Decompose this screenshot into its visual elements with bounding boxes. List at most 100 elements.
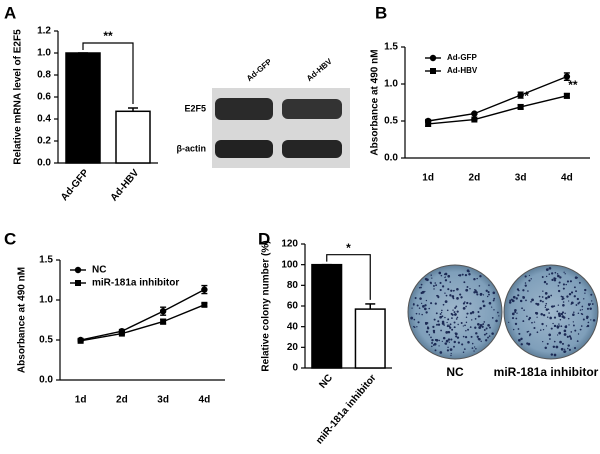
x-tick-label: 1d (75, 395, 87, 406)
colony-dot (475, 291, 478, 294)
colony-dot (485, 332, 488, 335)
colony-dot (512, 295, 516, 299)
colony-dot (428, 334, 430, 336)
x-tick-label: 2d (469, 173, 481, 184)
colony-dot (575, 304, 578, 306)
colony-dot (545, 308, 549, 311)
y-axis-label: Absorbance at 490 nM (370, 49, 381, 155)
colony-dot (553, 324, 557, 328)
colony-dot (582, 318, 585, 321)
y-tick-label: 0.6 (37, 92, 51, 103)
colony-dot (438, 345, 440, 347)
colony-dot (556, 326, 560, 329)
colony-dot (561, 296, 564, 299)
bar (311, 263, 343, 369)
y-tick-label: 0.2 (37, 136, 51, 147)
marker (471, 116, 478, 123)
colony-dot (530, 300, 532, 303)
colony-dot (453, 345, 455, 348)
colony-dot (456, 297, 459, 300)
colony-dot (544, 304, 547, 307)
colony-dot (450, 354, 452, 357)
colony-dot (440, 329, 442, 332)
colony-dot (473, 346, 476, 348)
colony-dot (518, 332, 521, 335)
colony-dot (455, 335, 458, 338)
colony-dot (458, 274, 462, 277)
colony-dot (552, 322, 554, 325)
colony-dot (519, 299, 523, 303)
y-tick-label: 100 (281, 259, 298, 270)
colony-dot (531, 298, 534, 302)
colony-dot (462, 306, 466, 310)
y-tick-label: 1.0 (384, 79, 398, 90)
colony-dot (471, 347, 474, 349)
colony-dot (479, 315, 481, 317)
colony-dot (553, 305, 556, 308)
colony-dot (570, 301, 574, 305)
colony-dot (524, 284, 527, 287)
colony-dot (425, 311, 428, 314)
legend-label: miR-181a inhibitor (92, 278, 179, 289)
x-tick-label: 4d (199, 395, 211, 406)
colony-dot (556, 273, 559, 275)
colony-dot (513, 328, 515, 331)
blot-lane-label: Ad-HBV (305, 56, 334, 83)
colony-dot (567, 344, 570, 347)
colony-dot (476, 335, 479, 338)
colony-dot (453, 326, 456, 329)
colony-dot (488, 335, 491, 337)
colony-dot (443, 324, 445, 326)
colony-dot (465, 288, 469, 292)
colony-dot (485, 339, 488, 342)
colony-dot (418, 287, 421, 289)
panel-label: D (258, 229, 270, 248)
colony-dot (476, 277, 478, 280)
colony-dot (544, 346, 548, 350)
colony-dot (558, 281, 561, 284)
colony-dot (544, 292, 548, 295)
colony-dot (528, 279, 531, 282)
colony-dot (436, 323, 439, 326)
colony-dot (508, 321, 510, 323)
colony-dot (456, 336, 460, 339)
colony-dot (564, 312, 566, 315)
colony-dot (444, 279, 448, 282)
colony-dot (558, 325, 561, 327)
colony-dot (442, 303, 445, 306)
colony-dot (449, 323, 452, 326)
colony-dot (586, 307, 589, 310)
line (80, 304, 205, 342)
colony-dot (578, 281, 581, 284)
colony-dot (546, 342, 549, 345)
colony-dot (410, 316, 414, 320)
colony-dot (426, 326, 430, 330)
colony-dot (441, 315, 444, 318)
colony-dot (478, 326, 482, 329)
colony-dot (433, 318, 436, 321)
colony-dot (450, 352, 452, 355)
colony-dot (553, 340, 556, 343)
colony-dot (536, 316, 538, 318)
colony-dot (552, 345, 556, 349)
colony-dot (449, 326, 452, 329)
colony-dot (562, 287, 565, 290)
colony-dot (451, 328, 454, 331)
colony-dot (451, 317, 453, 319)
colony-dot (450, 289, 453, 292)
colony-dot (448, 341, 450, 343)
colony-dot (491, 317, 494, 319)
colony-dot (529, 334, 531, 337)
blot-row-label: β-actin (177, 143, 207, 153)
colony-dot (491, 332, 494, 335)
legend-marker (429, 54, 437, 62)
colony-dot (452, 297, 455, 300)
colony-dot (471, 342, 474, 345)
colony-dot (479, 307, 482, 310)
colony-dot (461, 343, 464, 346)
colony-dot (469, 288, 471, 290)
colony-dot (545, 268, 549, 272)
colony-dot (548, 266, 552, 270)
colony-dot (545, 296, 548, 300)
colony-dot (563, 271, 565, 273)
